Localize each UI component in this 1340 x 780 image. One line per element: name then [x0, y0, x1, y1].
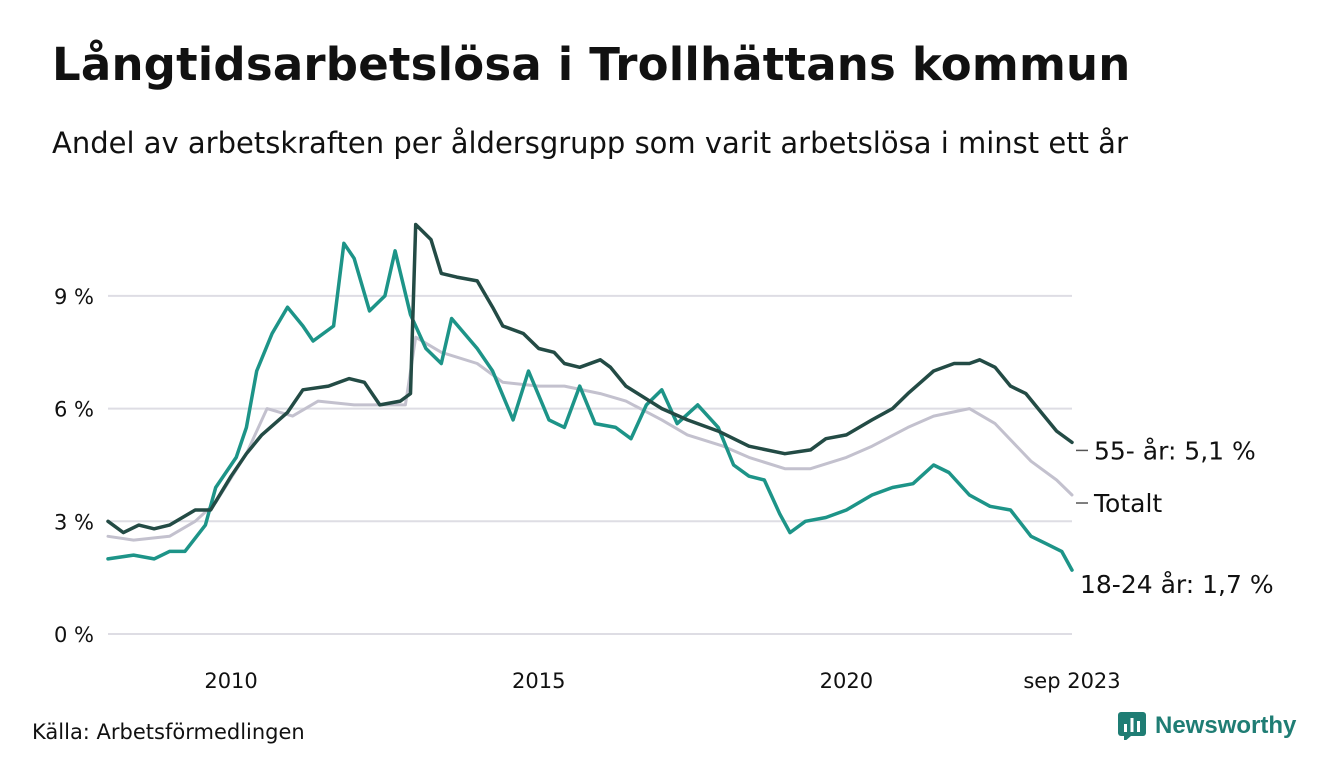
x-tick-label: 2020 — [820, 669, 873, 693]
brand-name: Newsworthy — [1155, 712, 1297, 739]
source-note: Källa: Arbetsförmedlingen — [32, 720, 305, 744]
series-lines — [106, 222, 1074, 572]
y-tick-label: 6 % — [54, 398, 94, 422]
x-tick-label: 2010 — [204, 669, 257, 693]
end-label-total: Totalt — [1093, 489, 1162, 518]
series-line-total — [106, 335, 1074, 542]
y-tick-label: 9 % — [54, 285, 94, 309]
x-axis-ticks: 2010 2015 2020 sep 2023 — [204, 669, 1120, 693]
end-label-youth: 18-24 år: 1,7 % — [1080, 570, 1274, 599]
end-label-senior: 55- år: 5,1 % — [1094, 436, 1256, 465]
newsworthy-bar-chart-icon — [1118, 712, 1146, 740]
chart-subtitle: Andel av arbetskraften per åldersgrupp s… — [52, 126, 1128, 160]
chart-title: Långtidsarbetslösa i Trollhättans kommun — [52, 38, 1131, 91]
y-axis-ticks: 0 % 3 % 6 % 9 % — [54, 285, 94, 647]
y-tick-label: 3 % — [54, 510, 94, 534]
series-line-youth — [106, 241, 1074, 572]
x-tick-label: 2015 — [512, 669, 565, 693]
y-tick-label: 0 % — [54, 623, 94, 647]
series-line-senior — [106, 222, 1074, 535]
end-labels: Totalt 18-24 år: 1,7 % 55- år: 5,1 % — [1076, 436, 1274, 599]
x-tick-label: sep 2023 — [1023, 669, 1120, 693]
grid-lines — [108, 294, 1072, 635]
newsworthy-logo: Newsworthy — [1118, 712, 1296, 740]
